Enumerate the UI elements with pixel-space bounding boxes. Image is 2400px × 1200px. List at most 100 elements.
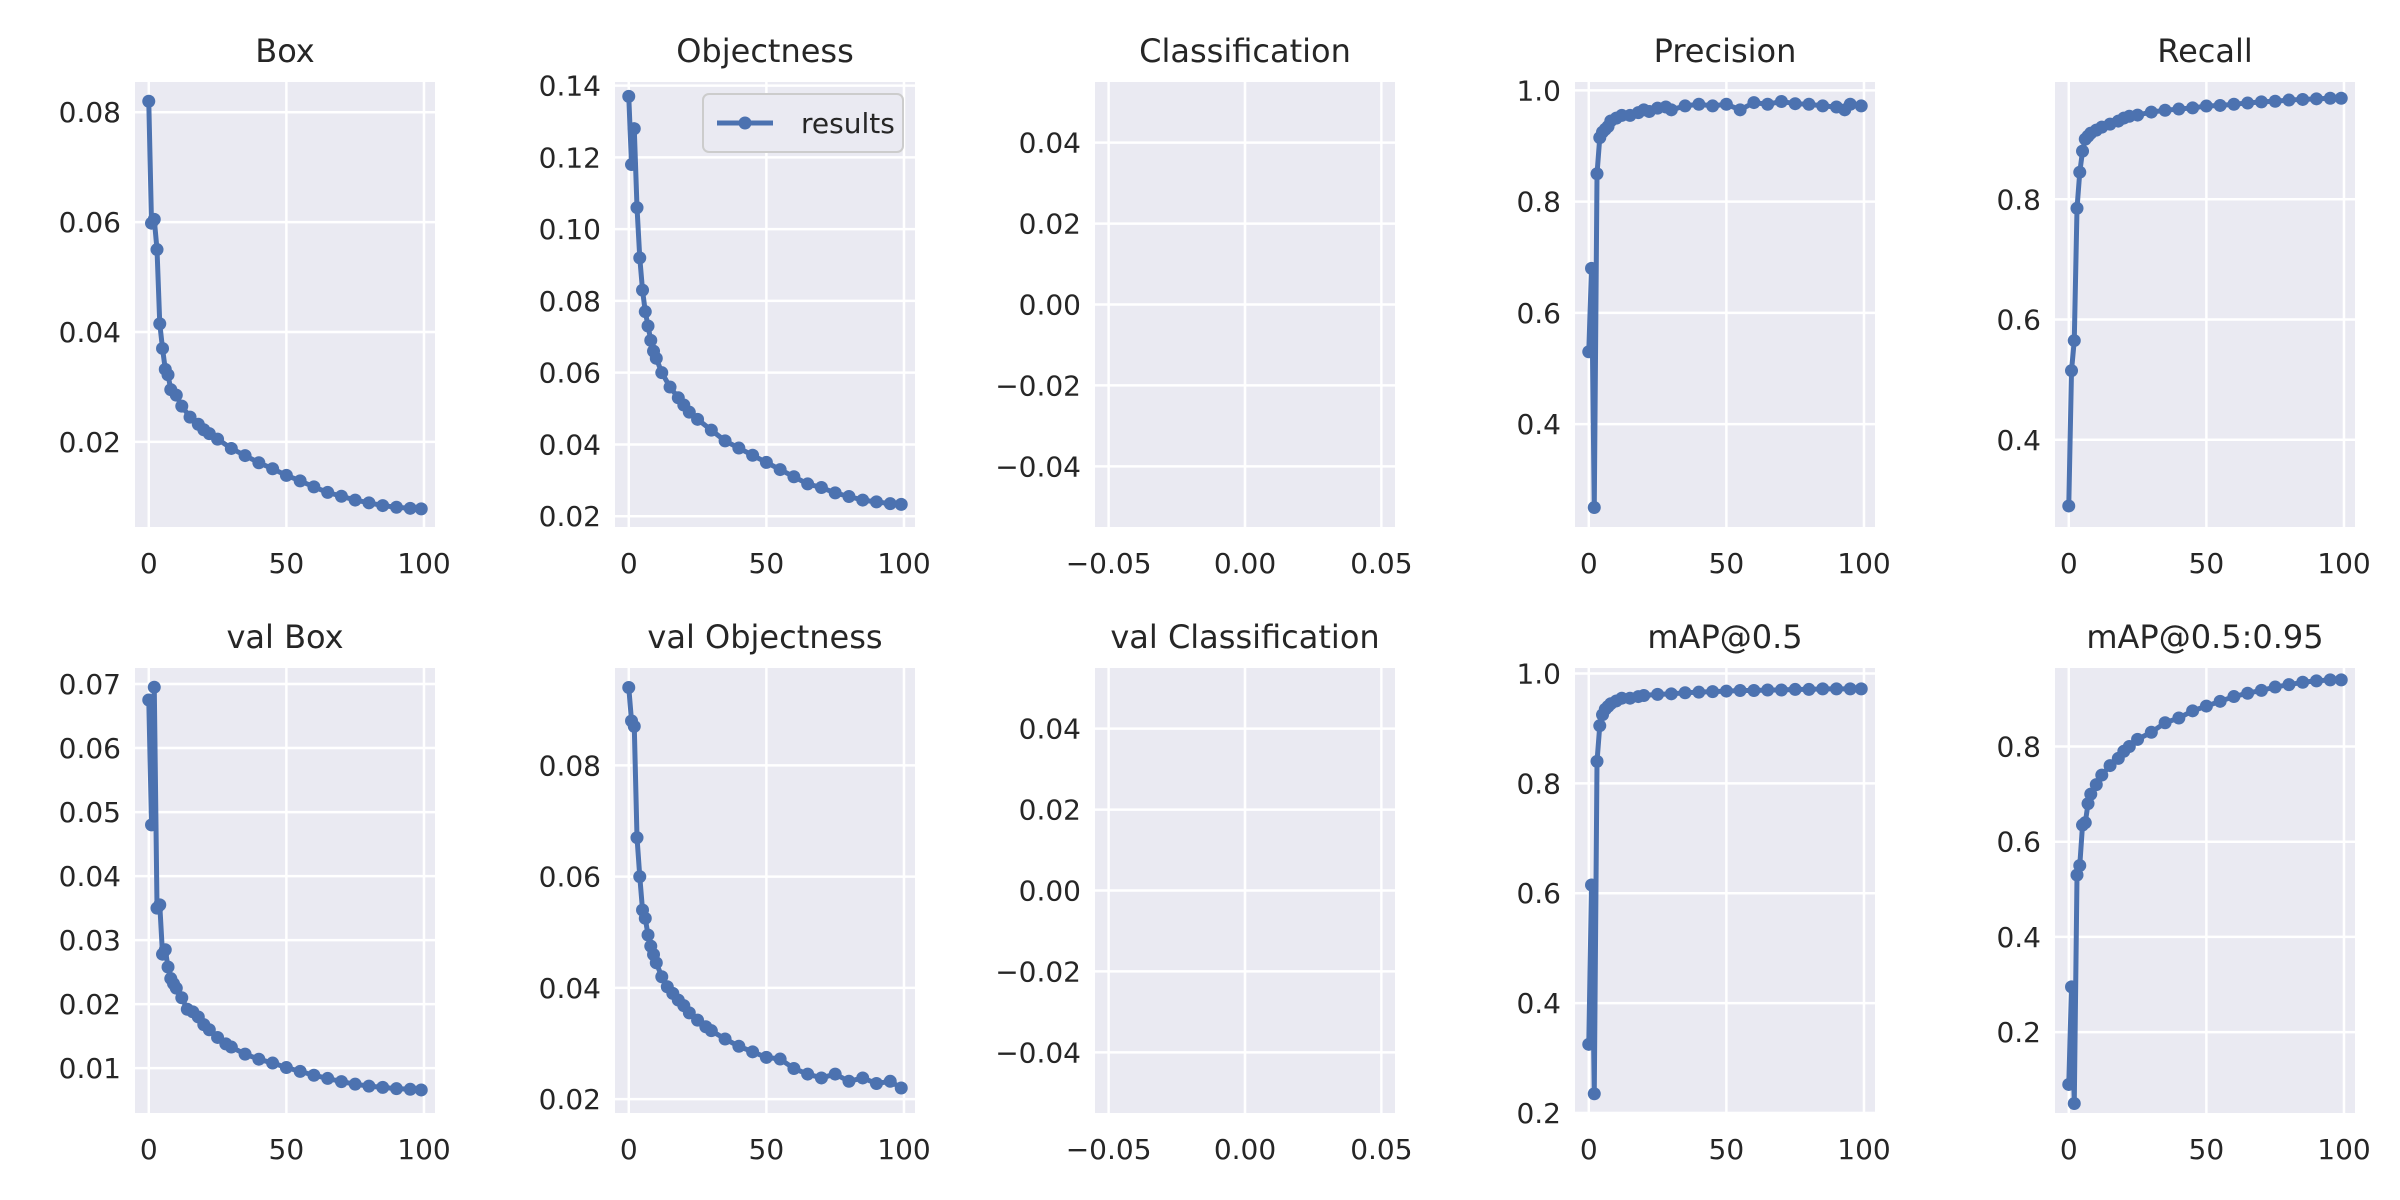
subplot-recall: 0 50 100 0.4 0.6 0.8 Recall <box>1996 32 2370 580</box>
data-point <box>1593 719 1607 733</box>
data-point <box>2199 699 2213 713</box>
data-point <box>869 1077 883 1091</box>
data-point <box>1719 684 1733 698</box>
data-point <box>633 870 647 884</box>
y-tick-label: 0.02 <box>539 1083 601 1116</box>
y-tick-label: 0.02 <box>59 426 121 459</box>
plot-area <box>615 668 915 1113</box>
data-point <box>2089 778 2103 792</box>
data-point <box>732 441 746 455</box>
data-point <box>279 1061 293 1075</box>
data-point <box>1637 688 1651 702</box>
data-point <box>150 243 164 257</box>
data-point <box>293 1064 307 1078</box>
plot-area <box>135 82 435 527</box>
data-point <box>307 480 321 494</box>
data-point <box>362 1079 376 1093</box>
data-point <box>2268 94 2282 108</box>
data-point <box>773 463 787 477</box>
data-point <box>1854 682 1868 696</box>
subplot-title: Recall <box>2157 32 2252 70</box>
data-point <box>376 499 390 513</box>
data-point <box>814 1071 828 1085</box>
x-tick-label: −0.05 <box>1066 547 1152 580</box>
data-point <box>622 680 636 694</box>
data-point <box>2084 787 2098 801</box>
data-point <box>1788 682 1802 696</box>
data-point <box>1843 682 1857 696</box>
data-point <box>1747 684 1761 698</box>
data-point <box>2078 816 2092 830</box>
subplot-title: Precision <box>1654 32 1797 70</box>
data-point <box>2227 690 2241 704</box>
x-tick-label: 100 <box>397 1133 450 1166</box>
x-tick-label: 100 <box>397 547 450 580</box>
subplot-map-0-5-0-95: 0 50 100 0.2 0.4 0.6 0.8 mAP@0.5:0.95 <box>1996 618 2370 1166</box>
data-point <box>2158 103 2172 117</box>
data-point <box>1587 1087 1601 1101</box>
data-point <box>2131 732 2145 746</box>
x-tick-label: 0 <box>620 547 638 580</box>
data-point <box>641 319 655 333</box>
data-point <box>307 1068 321 1082</box>
data-point <box>2296 675 2310 689</box>
data-point <box>630 831 644 845</box>
x-tick-label: 50 <box>2189 547 2225 580</box>
data-point <box>787 470 801 484</box>
subplot-val-classification: −0.05 0.00 0.05 −0.04 −0.02 0.00 0.02 0.04 val C… <box>995 618 1412 1166</box>
data-point <box>1774 683 1788 697</box>
y-tick-label: 0.04 <box>59 860 121 893</box>
data-point <box>633 251 647 265</box>
data-point <box>2199 99 2213 113</box>
y-tick-label: 0.8 <box>1516 767 1561 800</box>
data-point <box>142 693 156 707</box>
data-point <box>801 477 815 491</box>
data-point <box>389 1082 403 1096</box>
data-point <box>2065 364 2079 378</box>
data-point <box>2095 768 2109 782</box>
x-tick-label: 0 <box>140 547 158 580</box>
data-point <box>2309 92 2323 106</box>
data-point <box>211 432 225 446</box>
y-tick-label: 0.6 <box>1516 877 1561 910</box>
y-tick-label: 0.04 <box>1019 713 1081 746</box>
data-point <box>414 1083 428 1097</box>
data-point <box>2323 673 2337 687</box>
y-tick-label: 0.4 <box>1516 408 1561 441</box>
x-tick-label: 100 <box>2317 1133 2370 1166</box>
x-tick-label: 100 <box>1837 547 1890 580</box>
x-tick-label: −0.05 <box>1066 1133 1152 1166</box>
y-tick-label: 0.01 <box>59 1052 121 1085</box>
data-point <box>2062 499 2076 513</box>
data-point <box>1774 94 1788 108</box>
data-point <box>649 956 663 970</box>
data-point <box>2062 1077 2076 1091</box>
data-point <box>704 423 718 437</box>
data-point <box>403 501 417 515</box>
data-point <box>655 970 669 984</box>
y-tick-label: 0.02 <box>539 500 601 533</box>
subplot-title: val Box <box>226 618 343 656</box>
data-point <box>1590 167 1604 181</box>
subplot-title: val Classification <box>1110 618 1379 656</box>
data-point <box>1802 97 1816 111</box>
data-point <box>1582 1037 1596 1051</box>
y-tick-label: 0.4 <box>1996 424 2041 457</box>
y-tick-label: 0.02 <box>59 988 121 1021</box>
data-point <box>636 283 650 297</box>
data-point <box>638 305 652 319</box>
x-tick-label: 0.00 <box>1214 1133 1276 1166</box>
data-point <box>1678 686 1692 700</box>
subplot-title: Classification <box>1139 32 1351 70</box>
x-tick-label: 100 <box>877 1133 930 1166</box>
y-tick-label: 0.04 <box>539 428 601 461</box>
data-point <box>2323 91 2337 105</box>
data-point <box>266 462 280 476</box>
data-point <box>1706 99 1720 113</box>
data-point <box>1692 685 1706 699</box>
y-tick-label: 0.02 <box>1019 794 1081 827</box>
legend-marker <box>738 116 752 130</box>
y-tick-label: 0.08 <box>59 96 121 129</box>
data-point <box>2070 201 2084 215</box>
x-tick-label: 0.00 <box>1214 547 1276 580</box>
